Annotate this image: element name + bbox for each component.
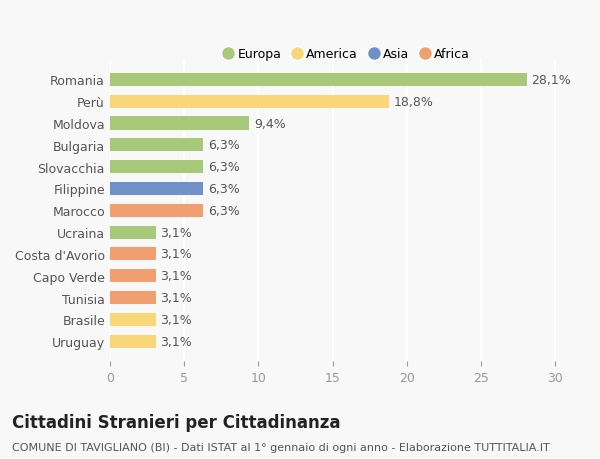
Text: 9,4%: 9,4%: [254, 117, 286, 130]
Text: 6,3%: 6,3%: [208, 183, 239, 196]
Text: 6,3%: 6,3%: [208, 139, 239, 152]
Bar: [110, 313, 156, 326]
Text: 3,1%: 3,1%: [160, 313, 192, 326]
Text: Cittadini Stranieri per Cittadinanza: Cittadini Stranieri per Cittadinanza: [12, 413, 341, 431]
Bar: [110, 161, 203, 174]
Bar: [110, 139, 203, 152]
Bar: [110, 335, 156, 348]
Text: COMUNE DI TAVIGLIANO (BI) - Dati ISTAT al 1° gennaio di ogni anno - Elaborazione: COMUNE DI TAVIGLIANO (BI) - Dati ISTAT a…: [12, 442, 550, 452]
Text: 3,1%: 3,1%: [160, 291, 192, 304]
Bar: [110, 269, 156, 283]
Text: 3,1%: 3,1%: [160, 269, 192, 283]
Text: 3,1%: 3,1%: [160, 226, 192, 239]
Text: 28,1%: 28,1%: [532, 74, 571, 87]
Text: 3,1%: 3,1%: [160, 335, 192, 348]
Bar: [110, 183, 203, 196]
Text: 6,3%: 6,3%: [208, 204, 239, 217]
Legend: Europa, America, Asia, Africa: Europa, America, Asia, Africa: [218, 42, 476, 67]
Bar: [110, 248, 156, 261]
Bar: [110, 117, 250, 130]
Text: 6,3%: 6,3%: [208, 161, 239, 174]
Bar: [110, 74, 527, 87]
Bar: [110, 204, 203, 218]
Bar: [110, 95, 389, 108]
Bar: [110, 291, 156, 304]
Text: 3,1%: 3,1%: [160, 248, 192, 261]
Text: 18,8%: 18,8%: [394, 95, 433, 108]
Bar: [110, 226, 156, 239]
